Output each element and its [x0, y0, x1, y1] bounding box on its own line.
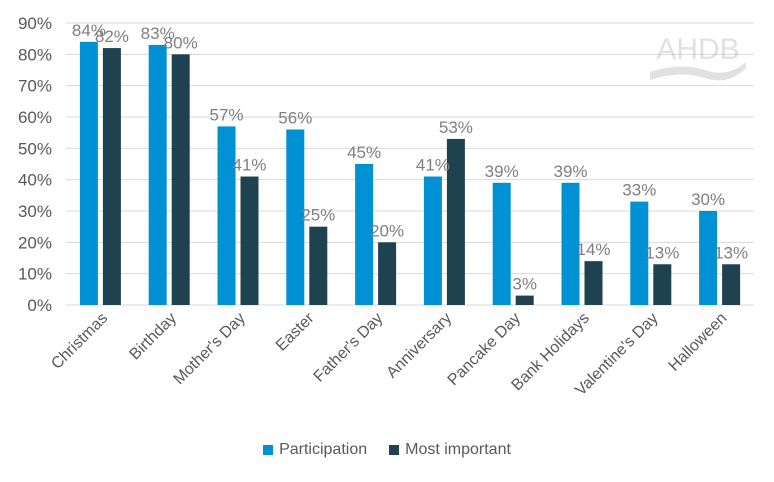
- legend: Participation Most important: [0, 441, 774, 459]
- y-tick-label: 80%: [18, 45, 52, 64]
- data-label: 25%: [301, 206, 335, 225]
- bar-most-important: [653, 264, 672, 305]
- y-tick-label: 30%: [18, 202, 52, 221]
- bar-most-important: [240, 176, 259, 305]
- x-tick-label: Anniversary: [383, 310, 455, 382]
- x-tick-label: Easter: [273, 309, 318, 354]
- ahdb-logo: AHDB: [650, 33, 746, 81]
- data-label: 82%: [95, 27, 129, 46]
- data-label: 13%: [714, 243, 748, 262]
- legend-item-most-important: Most important: [389, 441, 511, 459]
- data-label: 53%: [439, 118, 473, 137]
- data-label: 45%: [347, 143, 381, 162]
- data-label: 41%: [416, 156, 450, 175]
- data-label: 39%: [553, 162, 587, 181]
- bar-participation: [355, 164, 374, 305]
- legend-label: Most important: [405, 441, 511, 458]
- data-label: 84%: [72, 21, 106, 40]
- legend-swatch: [263, 445, 274, 455]
- bar-participation: [148, 44, 167, 305]
- data-label: 56%: [278, 109, 312, 128]
- data-label: 39%: [485, 162, 519, 181]
- y-tick-label: 0%: [27, 296, 52, 315]
- bar-participation: [492, 182, 511, 305]
- bar-participation: [286, 129, 305, 305]
- x-tick-label: Christmas: [48, 310, 111, 373]
- legend-label: Participation: [279, 441, 368, 458]
- data-label: 14%: [576, 240, 610, 259]
- y-tick-label: 70%: [18, 77, 52, 96]
- bar-most-important: [584, 261, 603, 305]
- legend-item-participation: Participation: [263, 441, 367, 459]
- y-tick-label: 20%: [18, 233, 52, 252]
- data-label: 13%: [645, 243, 679, 262]
- y-tick-label: 90%: [18, 14, 52, 33]
- bar-most-important: [309, 226, 328, 305]
- bar-participation: [217, 126, 236, 306]
- data-label: 41%: [232, 156, 266, 175]
- x-tick-label: Mother's Day: [171, 310, 249, 388]
- svg-text:AHDB: AHDB: [656, 33, 739, 66]
- bar-participation: [699, 211, 718, 305]
- data-label: 30%: [691, 190, 725, 209]
- bar-participation: [79, 41, 98, 306]
- bar-participation: [561, 182, 580, 305]
- data-label: 3%: [512, 275, 537, 294]
- data-label: 57%: [209, 105, 243, 124]
- bar-most-important: [722, 264, 741, 305]
- bar-most-important: [102, 48, 121, 306]
- x-tick-label: Halloween: [666, 310, 731, 375]
- data-label: 83%: [141, 24, 175, 43]
- data-label: 80%: [164, 33, 198, 52]
- data-label: 20%: [370, 221, 404, 240]
- bar-participation: [423, 176, 442, 305]
- data-label: 33%: [622, 181, 656, 200]
- bar-most-important: [171, 54, 190, 306]
- bar-participation: [630, 201, 649, 305]
- x-tick-label: Father's Day: [311, 310, 387, 386]
- y-tick-label: 10%: [18, 265, 52, 284]
- bar-most-important: [515, 295, 534, 305]
- bar-most-important: [378, 242, 397, 305]
- y-tick-label: 50%: [18, 139, 52, 158]
- bar-most-important: [446, 138, 465, 305]
- y-tick-label: 60%: [18, 108, 52, 127]
- y-tick-label: 40%: [18, 171, 52, 190]
- legend-swatch: [389, 445, 400, 455]
- x-tick-label: Birthday: [126, 310, 180, 364]
- bar-chart: 84%82% 83%80%57%41%56%25%45%20%41%53%39%3…: [18, 14, 754, 399]
